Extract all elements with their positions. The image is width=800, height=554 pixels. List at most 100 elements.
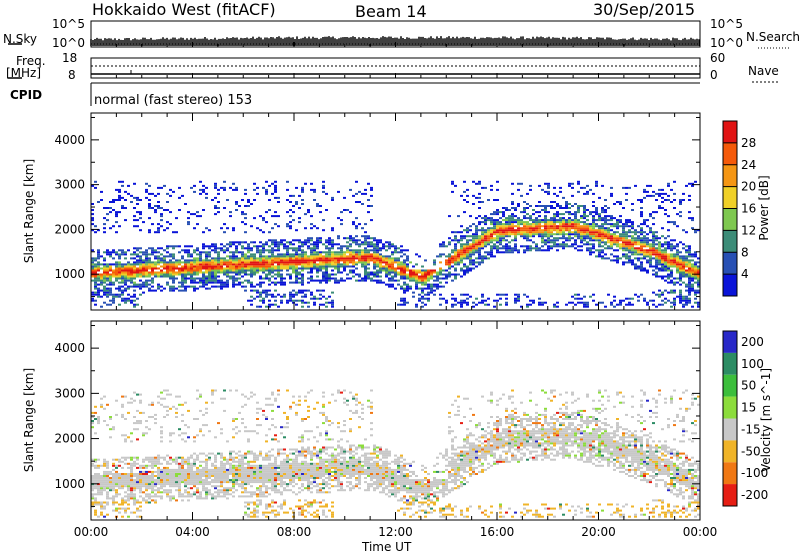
velocity-panel-cell xyxy=(94,477,97,479)
beam-label: Beam 14 xyxy=(355,2,427,21)
velocity-panel-cell xyxy=(187,464,190,467)
velocity-panel-cell xyxy=(121,434,124,437)
power-panel-cell xyxy=(163,229,166,232)
power-panel-cell xyxy=(355,261,358,264)
power-panel-cell xyxy=(391,277,394,280)
power-panel-cell xyxy=(235,271,238,274)
power-panel-cell xyxy=(259,251,262,254)
power-panel-cell xyxy=(646,245,649,248)
velocity-panel-cell xyxy=(178,403,181,406)
velocity-panel-cell xyxy=(202,485,205,488)
power-panel-cell xyxy=(337,265,340,268)
power-panel-cell xyxy=(622,237,625,240)
power-panel-cell xyxy=(685,255,688,258)
velocity-panel-cell xyxy=(190,487,193,490)
power-panel-cell xyxy=(103,291,106,294)
power-panel-cell xyxy=(505,247,508,250)
power-panel-cell xyxy=(625,233,628,236)
power-panel-cell xyxy=(253,263,256,266)
power-panel-cell xyxy=(259,269,262,272)
power-panel-cell xyxy=(691,265,694,268)
power-panel-cell xyxy=(652,253,655,256)
power-panel-cell xyxy=(379,249,382,252)
power-panel-cell xyxy=(103,273,106,276)
power-panel-cell xyxy=(409,261,412,264)
velocity-panel-cell xyxy=(142,466,145,469)
velocity-panel-cell xyxy=(148,403,151,406)
power-panel-cell xyxy=(499,297,502,300)
power-panel-cell xyxy=(298,247,301,250)
power-panel-cell xyxy=(472,237,475,240)
power-panel-cell xyxy=(439,277,442,280)
power-panel-cell xyxy=(361,255,364,258)
power-panel-cell xyxy=(148,217,151,220)
power-panel-cell xyxy=(541,231,544,234)
power-panel-cell xyxy=(331,265,334,268)
power-panel-cell xyxy=(619,237,622,240)
power-panel-cell xyxy=(364,249,367,252)
power-panel-cell xyxy=(481,259,484,262)
power-panel-cell xyxy=(481,227,484,230)
velocity-panel-cell xyxy=(211,462,214,465)
power-panel-cell xyxy=(619,203,622,205)
power-panel-cell xyxy=(463,249,466,252)
power-panel-cell xyxy=(538,225,541,228)
power-panel-cell xyxy=(94,271,97,274)
velocity-panel-cell xyxy=(184,401,187,404)
power-panel-cell xyxy=(205,279,208,282)
power-panel-cell xyxy=(697,271,700,274)
power-panel-cell xyxy=(265,255,268,258)
velocity-panel-cell xyxy=(133,481,136,484)
velocity-panel-cell xyxy=(175,458,178,461)
power-panel-cell xyxy=(145,281,148,284)
power-panel-cell xyxy=(493,213,496,216)
velocity-panel-cell xyxy=(181,462,184,465)
power-panel-cell xyxy=(214,251,217,254)
power-panel-cell xyxy=(256,251,259,254)
power-panel-cell xyxy=(124,283,127,286)
power-panel-cell xyxy=(343,257,346,260)
velocity-panel-cell xyxy=(160,487,163,490)
velocity-panel-cell xyxy=(121,416,124,418)
power-panel-cell xyxy=(337,217,340,220)
power-panel-cell xyxy=(649,253,652,256)
power-panel-cell xyxy=(97,277,100,280)
power-panel-cell xyxy=(535,227,538,230)
power-panel-cell xyxy=(178,289,181,292)
power-panel-cell xyxy=(448,261,451,264)
power-panel-cell xyxy=(682,267,685,270)
velocity-panel-cell xyxy=(145,483,148,486)
power-panel-cell xyxy=(697,265,700,268)
power-panel-cell xyxy=(622,225,625,228)
power-panel-cell xyxy=(379,247,382,250)
power-panel-cell xyxy=(604,217,607,220)
power-panel-cell xyxy=(595,209,598,211)
power-panel-cell xyxy=(394,267,397,270)
velocity-panel-cell xyxy=(193,470,196,473)
power-panel-cell xyxy=(160,213,163,216)
power-panel-cell xyxy=(595,235,598,238)
power-panel-cell xyxy=(94,186,97,189)
power-panel-cell xyxy=(685,285,688,288)
power-panel-cell xyxy=(523,215,526,218)
velocity-panel-cell xyxy=(124,479,127,482)
power-panel-cell xyxy=(475,231,478,234)
power-panel-cell xyxy=(490,223,493,226)
power-panel-cell xyxy=(427,271,430,274)
power-panel-cell xyxy=(460,305,463,308)
power-panel-cell xyxy=(574,229,577,232)
power-panel-cell xyxy=(388,285,391,288)
power-panel-cell xyxy=(214,261,217,264)
velocity-panel-cell xyxy=(109,497,112,500)
power-panel-cell xyxy=(178,196,181,199)
velocity-panel-cell xyxy=(115,485,118,488)
power-panel-cell xyxy=(553,221,556,224)
velocity-panel-cell xyxy=(115,491,118,494)
power-panel-cell xyxy=(376,263,379,266)
power-panel-cell xyxy=(538,247,541,250)
velocity-panel-cell xyxy=(145,487,148,490)
power-panel-cell xyxy=(583,225,586,228)
power-panel-cell xyxy=(100,277,103,280)
power-panel-cell xyxy=(316,243,319,246)
power-panel-cell xyxy=(127,271,130,274)
